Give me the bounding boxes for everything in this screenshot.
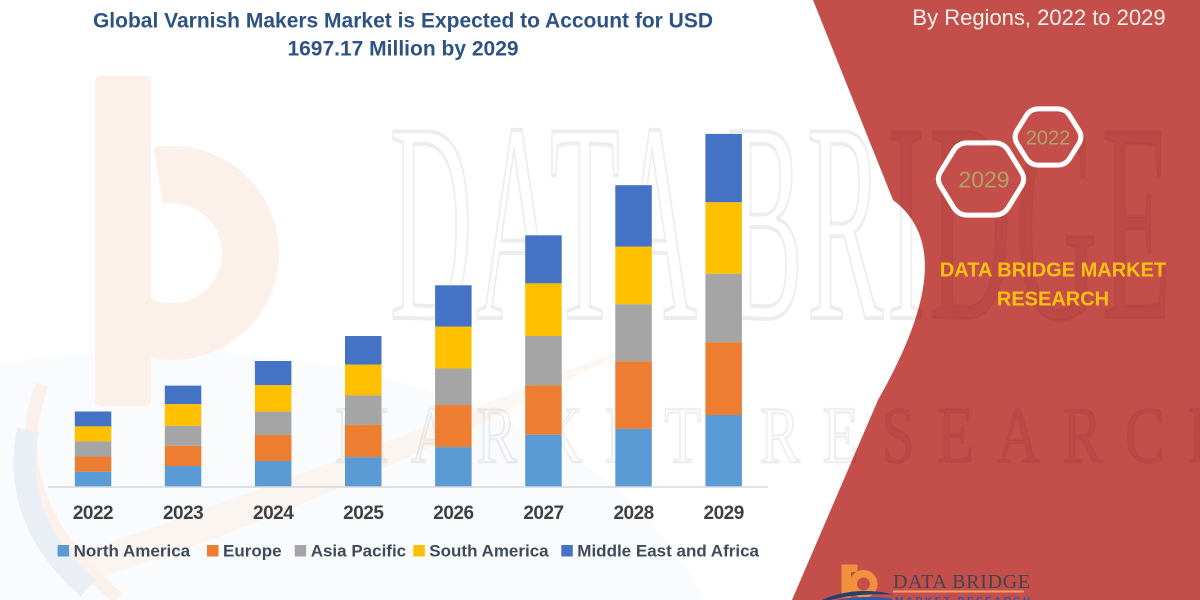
svg-text:South America: South America <box>429 542 549 561</box>
svg-text:2023: 2023 <box>163 503 203 524</box>
svg-text:By Regions, 2022 to 2029: By Regions, 2022 to 2029 <box>912 5 1165 30</box>
svg-text:2029: 2029 <box>704 503 744 524</box>
svg-text:MARKET RESEARCH: MARKET RESEARCH <box>895 596 1033 600</box>
svg-text:RESEARCH: RESEARCH <box>997 289 1109 311</box>
svg-text:Europe: Europe <box>223 542 282 561</box>
svg-text:Asia Pacific: Asia Pacific <box>311 542 406 561</box>
svg-text:DATA BRIDGE MARKET: DATA BRIDGE MARKET <box>940 260 1166 282</box>
svg-text:1697.17 Million by 2029: 1697.17 Million by 2029 <box>287 38 518 61</box>
svg-text:2025: 2025 <box>343 503 384 524</box>
svg-text:2027: 2027 <box>523 503 563 524</box>
svg-text:2028: 2028 <box>613 503 653 524</box>
svg-text:2022: 2022 <box>73 503 113 524</box>
svg-text:2026: 2026 <box>433 503 473 524</box>
svg-text:2029: 2029 <box>958 167 1009 193</box>
svg-text:2024: 2024 <box>253 503 294 524</box>
svg-text:North America: North America <box>74 542 191 561</box>
svg-text:Middle East and Africa: Middle East and Africa <box>577 542 759 561</box>
svg-text:DATA BRIDGE: DATA BRIDGE <box>893 571 1031 593</box>
svg-text:Global Varnish Makers Market i: Global Varnish Makers Market is Expected… <box>93 10 713 33</box>
svg-text:2022: 2022 <box>1026 128 1071 150</box>
